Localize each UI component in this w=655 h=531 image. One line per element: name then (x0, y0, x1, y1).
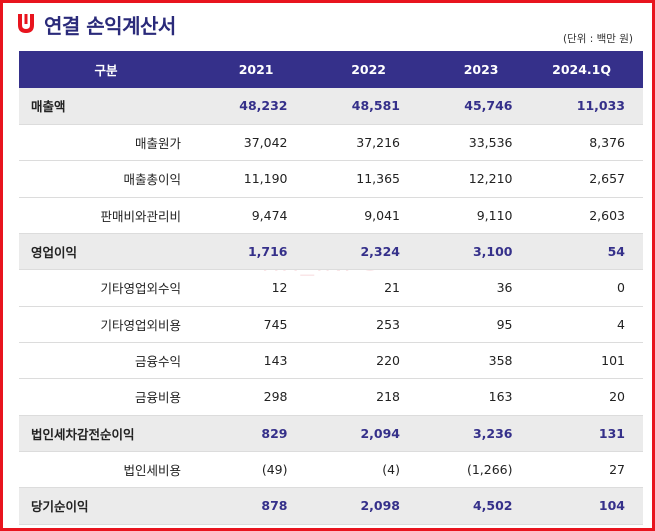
cell-value: 37,042 (243, 135, 288, 151)
cell-value: 33,536 (468, 135, 513, 151)
column-header-2021: 2021 (238, 62, 274, 77)
cell-value: 878 (261, 498, 288, 514)
cell-value: 358 (488, 353, 513, 369)
cell-value: 101 (601, 353, 625, 369)
table-row: 당기순이익 878 2,098 4,502 104 (19, 487, 643, 525)
cell-value: 298 (263, 389, 288, 405)
cell-value: (49) (261, 462, 288, 478)
cell-value: 2,603 (589, 207, 625, 223)
row-label: 판매비와관리비 (100, 208, 181, 224)
table-row: 법인세차감전순이익 829 2,094 3,236 131 (19, 415, 643, 452)
cell-value: (1,266) (466, 462, 513, 478)
cell-value: 11,190 (243, 171, 288, 187)
cell-value: 48,232 (239, 98, 288, 114)
table-row: 매출액 48,232 48,581 45,746 11,033 (19, 88, 643, 125)
cell-value: 37,216 (356, 135, 400, 151)
cell-value: 4 (617, 316, 625, 332)
table-row: 영업이익 1,716 2,324 3,100 54 (19, 233, 643, 270)
cell-value: 9,474 (251, 207, 288, 223)
cell-value: 2,324 (360, 244, 400, 260)
cell-value: 143 (263, 353, 288, 369)
cell-value: 1,716 (247, 244, 288, 260)
row-label: 금융비용 (134, 390, 181, 406)
cell-value: 3,100 (472, 244, 513, 260)
cell-value: 12,210 (468, 171, 513, 187)
cell-value: 163 (488, 389, 513, 405)
row-label: 매출원가 (134, 136, 181, 152)
row-label: 매출액 (31, 99, 66, 115)
cell-value: 20 (609, 389, 625, 405)
cell-value: 2,094 (360, 425, 400, 441)
cell-value: 0 (617, 280, 625, 296)
cell-value: 131 (598, 425, 625, 441)
table-row: 금융비용 298 218 163 20 (19, 379, 643, 416)
table-row: 기타영업외수익 12 21 36 0 (19, 270, 643, 307)
row-label: 매출총이익 (123, 172, 181, 188)
table-row: 법인세비용 (49) (4) (1,266) 27 (19, 451, 643, 488)
column-header-category: 구분 (94, 63, 118, 78)
cell-value: 829 (261, 425, 288, 441)
cell-value: 11,033 (576, 98, 625, 114)
cell-value: 4,502 (472, 498, 513, 514)
table-row: 매출원가 37,042 37,216 33,536 8,376 (19, 124, 643, 161)
cell-value: 220 (376, 353, 400, 369)
cell-value: 2,098 (360, 498, 400, 514)
income-statement-table: 구분 2021 2022 2023 2024.1Q 매출액 48,232 48,… (19, 51, 643, 525)
cell-value: 11,365 (356, 171, 400, 187)
cell-value: 95 (496, 316, 513, 332)
table-header-row: 구분 2021 2022 2023 2024.1Q (19, 51, 643, 88)
cell-value: 9,041 (364, 207, 400, 223)
table-row: 금융수익 143 220 358 101 (19, 342, 643, 379)
row-label: 기타영업외수익 (100, 281, 181, 297)
row-label: 영업이익 (31, 245, 78, 261)
cell-value: 12 (271, 280, 288, 296)
cell-value: 36 (496, 280, 513, 296)
cell-value: 45,746 (464, 98, 513, 114)
row-label: 법인세차감전순이익 (31, 426, 135, 442)
cell-value: 2,657 (589, 171, 625, 187)
cell-value: (4) (382, 462, 400, 478)
logo-icon (18, 14, 34, 33)
cell-value: 48,581 (351, 98, 400, 114)
table-row: 매출총이익 11,190 11,365 12,210 2,657 (19, 161, 643, 198)
row-label: 기타영업외비용 (100, 317, 181, 333)
cell-value: 27 (609, 462, 625, 478)
table-row: 판매비와관리비 9,474 9,041 9,110 2,603 (19, 197, 643, 234)
column-header-2024-1q: 2024.1Q (552, 62, 611, 77)
row-label: 당기순이익 (31, 499, 89, 515)
cell-value: 9,110 (476, 207, 513, 223)
cell-value: 21 (384, 280, 400, 296)
column-header-2023: 2023 (463, 62, 499, 77)
page-title: 연결 손익계산서 (44, 13, 176, 38)
cell-value: 218 (376, 389, 400, 405)
row-label: 금융수익 (134, 354, 181, 370)
unit-note: (단위 : 백만 원) (562, 33, 633, 45)
table-row: 기타영업외비용 745 253 95 4 (19, 306, 643, 343)
cell-value: 745 (263, 316, 288, 332)
cell-value: 3,236 (472, 425, 513, 441)
cell-value: 104 (598, 498, 625, 514)
cell-value: 253 (376, 316, 400, 332)
column-header-2022: 2022 (351, 62, 386, 77)
cell-value: 54 (607, 244, 625, 260)
row-label: 법인세비용 (123, 463, 181, 479)
header: 연결 손익계산서 (16, 10, 176, 38)
cell-value: 8,376 (589, 135, 625, 151)
